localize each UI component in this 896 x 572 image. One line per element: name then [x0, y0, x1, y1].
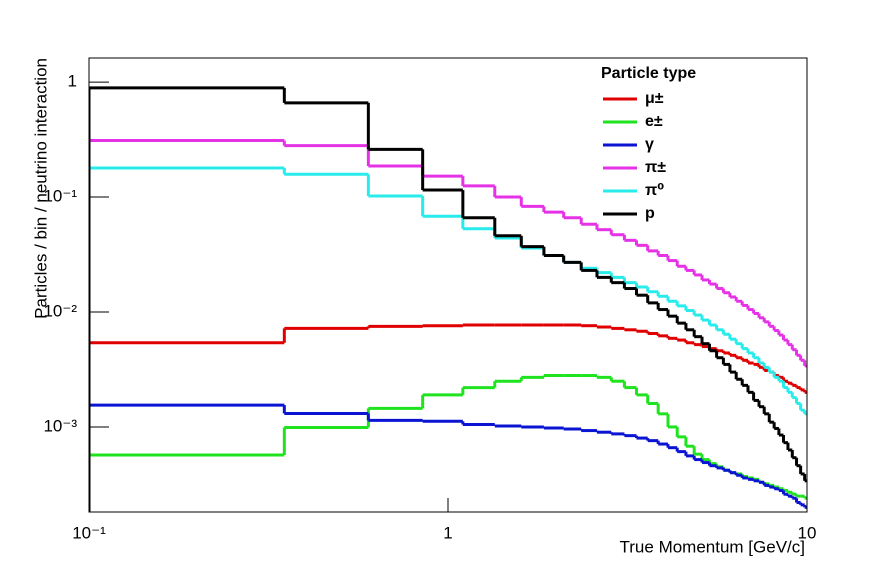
x-tick-label: 10: [798, 523, 817, 542]
y-axis-title: Particles / bin / neutrino interaction: [31, 58, 50, 319]
plot-area: [89, 86, 807, 512]
y-tick-label: 10⁻²: [43, 301, 77, 320]
x-tick-label: 1: [443, 523, 452, 542]
legend-label: p: [645, 205, 655, 222]
legend-label: γ: [645, 136, 654, 153]
x-tick-label: 10⁻¹: [72, 523, 106, 542]
y-tick-label: 10⁻³: [43, 416, 77, 435]
y-tick-label: 1: [68, 72, 77, 91]
legend-label: μ±: [645, 90, 664, 107]
legend-title: Particle type: [601, 65, 696, 82]
legend-label: π⁰: [645, 182, 664, 199]
x-axis-title: True Momentum [GeV/c]: [620, 537, 805, 556]
legend-label: e±: [645, 113, 663, 130]
y-tick-label: 10⁻¹: [43, 187, 77, 206]
legend-label: π±: [645, 159, 666, 176]
